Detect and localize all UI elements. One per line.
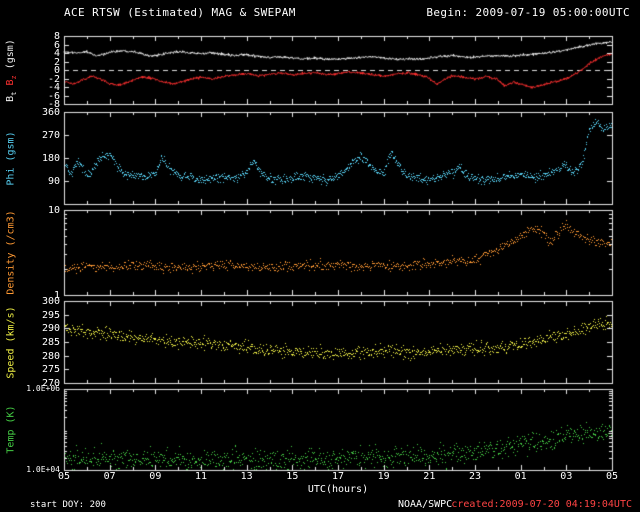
x-axis-title: UTC(hours) [307, 484, 369, 495]
start-doy-label: start DOY: 200 [30, 500, 106, 510]
agency-label: NOAA/SWPC [398, 499, 453, 510]
created-timestamp: created:2009-07-20 04:19:04UTC [451, 499, 632, 510]
